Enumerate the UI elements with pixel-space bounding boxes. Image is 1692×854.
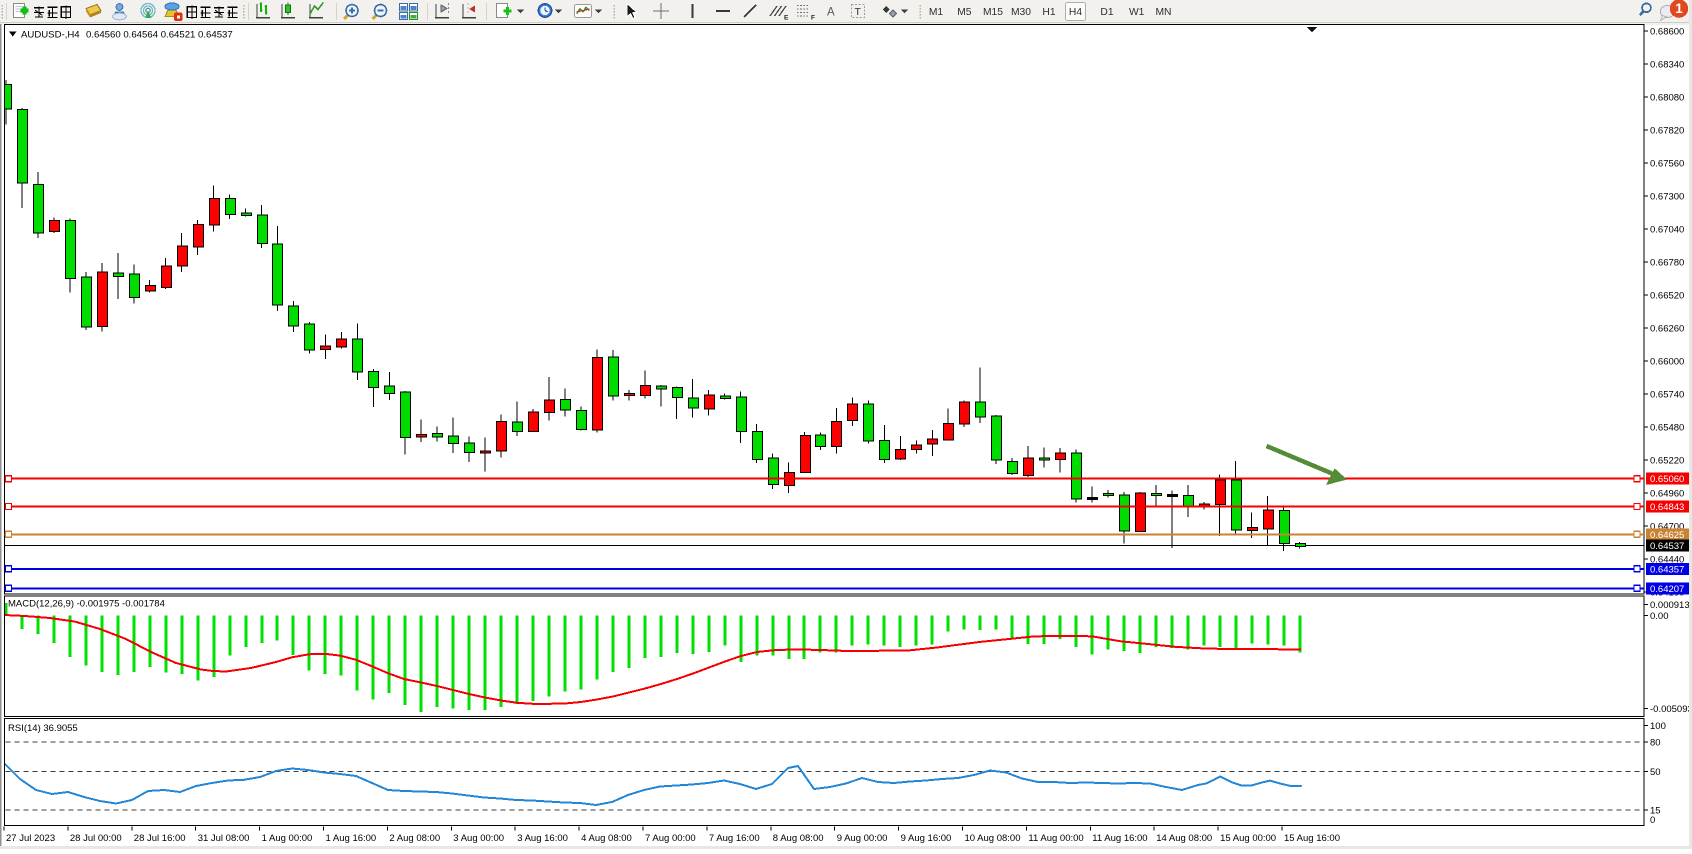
svg-text:MACD(12,26,9) -0.001975 -0.001: MACD(12,26,9) -0.001975 -0.001784 <box>8 599 165 610</box>
svg-text:0.65220: 0.65220 <box>1650 456 1684 467</box>
svg-text:11 Aug 00:00: 11 Aug 00:00 <box>1028 833 1083 844</box>
svg-text:0: 0 <box>1650 815 1655 826</box>
svg-text:4 Aug 08:00: 4 Aug 08:00 <box>581 833 632 844</box>
svg-text:15: 15 <box>1650 806 1661 817</box>
svg-text:11 Aug 16:00: 11 Aug 16:00 <box>1092 833 1147 844</box>
svg-text:1 Aug 16:00: 1 Aug 16:00 <box>326 833 377 844</box>
svg-text:D1: D1 <box>1100 7 1113 18</box>
svg-text:M5: M5 <box>957 7 972 18</box>
svg-text:0.64207: 0.64207 <box>1650 584 1684 595</box>
svg-text:0.64960: 0.64960 <box>1650 489 1684 500</box>
svg-text:0.65060: 0.65060 <box>1650 474 1684 485</box>
svg-text:0.64560 0.64564 0.64521 0.6453: 0.64560 0.64564 0.64521 0.64537 <box>86 30 233 41</box>
svg-text:9 Aug 00:00: 9 Aug 00:00 <box>837 833 888 844</box>
svg-text:0.66780: 0.66780 <box>1650 257 1684 268</box>
svg-text:-0.005093: -0.005093 <box>1650 704 1692 715</box>
svg-text:0.64700: 0.64700 <box>1650 522 1684 533</box>
svg-text:3 Aug 00:00: 3 Aug 00:00 <box>453 833 504 844</box>
svg-text:27 Jul 2023: 27 Jul 2023 <box>6 833 55 844</box>
svg-text:0.65480: 0.65480 <box>1650 423 1684 434</box>
svg-text:M30: M30 <box>1011 7 1031 18</box>
svg-text:15 Aug 00:00: 15 Aug 00:00 <box>1220 833 1276 844</box>
svg-text:MN: MN <box>1155 7 1171 18</box>
svg-text:0.64625: 0.64625 <box>1650 530 1684 541</box>
svg-text:AUDUSD-,H4: AUDUSD-,H4 <box>21 30 80 41</box>
svg-text:F: F <box>811 15 815 22</box>
svg-text:0.67820: 0.67820 <box>1650 125 1684 136</box>
svg-text:10 Aug 08:00: 10 Aug 08:00 <box>965 833 1021 844</box>
svg-text:14 Aug 08:00: 14 Aug 08:00 <box>1156 833 1212 844</box>
svg-text:7 Aug 00:00: 7 Aug 00:00 <box>645 833 696 844</box>
svg-text:A: A <box>827 7 835 19</box>
svg-text:31 Jul 08:00: 31 Jul 08:00 <box>198 833 250 844</box>
svg-text:0.64843: 0.64843 <box>1650 502 1684 513</box>
svg-text:0.64357: 0.64357 <box>1650 564 1684 575</box>
svg-text:H1: H1 <box>1042 7 1055 18</box>
svg-text:0.66260: 0.66260 <box>1650 323 1684 334</box>
svg-text:0.64440: 0.64440 <box>1650 555 1684 566</box>
svg-text:RSI(14) 36.9055: RSI(14) 36.9055 <box>8 723 78 734</box>
svg-text:100: 100 <box>1650 721 1666 732</box>
svg-text:1: 1 <box>1675 1 1683 16</box>
svg-text:2 Aug 08:00: 2 Aug 08:00 <box>389 833 440 844</box>
svg-text:0.000913: 0.000913 <box>1650 600 1690 611</box>
svg-text:W1: W1 <box>1129 7 1145 18</box>
svg-text:0.65740: 0.65740 <box>1650 390 1684 401</box>
svg-text:0.68600: 0.68600 <box>1650 26 1684 37</box>
svg-text:1 Aug 00:00: 1 Aug 00:00 <box>262 833 313 844</box>
svg-text:3 Aug 16:00: 3 Aug 16:00 <box>517 833 568 844</box>
svg-text:0.67300: 0.67300 <box>1650 191 1684 202</box>
svg-text:0.00: 0.00 <box>1650 611 1669 622</box>
svg-text:80: 80 <box>1650 738 1661 749</box>
svg-text:7 Aug 16:00: 7 Aug 16:00 <box>709 833 760 844</box>
svg-text:15 Aug 16:00: 15 Aug 16:00 <box>1284 833 1340 844</box>
svg-text:0.64537: 0.64537 <box>1650 541 1684 552</box>
svg-text:H4: H4 <box>1069 7 1082 18</box>
svg-text:28 Jul 00:00: 28 Jul 00:00 <box>70 833 122 844</box>
svg-text:50: 50 <box>1650 767 1661 778</box>
svg-text:8 Aug 08:00: 8 Aug 08:00 <box>773 833 824 844</box>
svg-text:E: E <box>784 15 789 22</box>
svg-text:0.66000: 0.66000 <box>1650 357 1684 368</box>
svg-text:M1: M1 <box>929 7 944 18</box>
svg-text:0.68080: 0.68080 <box>1650 92 1684 103</box>
svg-text:M15: M15 <box>983 7 1003 18</box>
svg-text:0.67040: 0.67040 <box>1650 224 1684 235</box>
svg-text:28 Jul 16:00: 28 Jul 16:00 <box>134 833 186 844</box>
svg-text:0.68340: 0.68340 <box>1650 59 1684 70</box>
svg-text:0.67560: 0.67560 <box>1650 158 1684 169</box>
svg-text:0.66520: 0.66520 <box>1650 290 1684 301</box>
svg-text:9 Aug 16:00: 9 Aug 16:00 <box>901 833 952 844</box>
svg-text:T: T <box>855 6 862 18</box>
